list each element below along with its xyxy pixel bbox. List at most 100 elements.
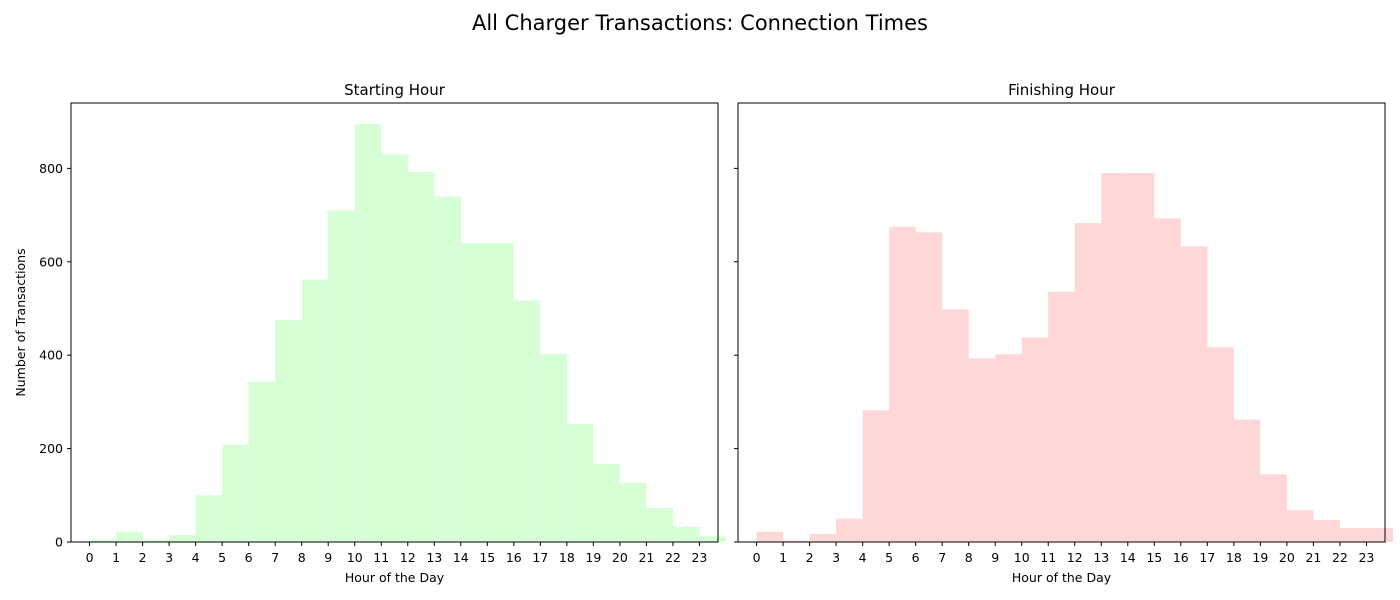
bar-hour-21 — [646, 507, 673, 542]
bar-hour-16 — [513, 300, 541, 542]
bar-hour-0 — [756, 531, 784, 542]
panel-title: Starting Hour — [344, 81, 446, 99]
bar-hour-19 — [593, 464, 620, 542]
x-tick-label: 4 — [859, 550, 867, 565]
axes-frame — [70, 102, 719, 543]
bar-hour-4 — [195, 495, 223, 542]
bar-hour-12 — [1074, 223, 1102, 542]
x-axis-label: Hour of the Day — [1012, 570, 1112, 585]
bar-hour-20 — [619, 482, 647, 542]
bar-hour-21 — [1313, 520, 1340, 542]
x-tick-label: 3 — [832, 550, 840, 565]
bar-hour-7 — [275, 320, 302, 542]
x-tick-label: 21 — [638, 550, 654, 565]
x-tick-label: 11 — [373, 550, 389, 565]
x-tick-label: 6 — [912, 550, 920, 565]
axes-frame — [737, 102, 1386, 543]
bar-hour-9 — [995, 354, 1022, 542]
bar-hour-2 — [809, 534, 837, 542]
y-axis-label: Number of Transactions — [13, 248, 28, 396]
bar-hour-3 — [169, 534, 196, 542]
x-tick-label: 1 — [112, 550, 120, 565]
x-tick-label: 2 — [139, 550, 147, 565]
bar-hour-9 — [328, 210, 355, 542]
bar-hour-18 — [1233, 419, 1261, 542]
x-tick-label: 20 — [1279, 550, 1295, 565]
x-tick-label: 3 — [165, 550, 173, 565]
bar-hour-6 — [248, 381, 276, 542]
x-axis-label: Hour of the Day — [345, 570, 445, 585]
bar-hour-0 — [89, 539, 117, 542]
bar-hour-4 — [862, 410, 890, 542]
bar-hour-16 — [1180, 246, 1208, 542]
y-tick-label: 600 — [39, 254, 63, 269]
x-tick-label: 12 — [1067, 550, 1083, 565]
bar-hour-23 — [699, 536, 726, 542]
bar-hour-5 — [889, 226, 916, 543]
bar-hour-19 — [1260, 474, 1287, 542]
x-tick-label: 10 — [1014, 550, 1030, 565]
x-tick-label: 18 — [1226, 550, 1242, 565]
bar-hour-7 — [942, 309, 969, 542]
bar-hour-13 — [434, 196, 461, 543]
x-tick-label: 9 — [991, 550, 999, 565]
figure-title: All Charger Transactions: Connection Tim… — [472, 11, 928, 35]
x-tick-label: 6 — [245, 550, 253, 565]
bar-hour-14 — [1127, 173, 1155, 542]
x-tick-label: 23 — [691, 550, 707, 565]
x-tick-label: 16 — [1173, 550, 1189, 565]
x-tick-label: 23 — [1358, 550, 1374, 565]
panel-1: 0 1 2 3 4 5 6 7 8 9 10 11 12 13 14 15 16 17 18 19 20 21 22 2302… — [13, 81, 726, 585]
x-tick-label: 0 — [753, 550, 761, 565]
x-tick-label: 10 — [347, 550, 363, 565]
bar-hour-12 — [407, 172, 435, 543]
bar-hour-8 — [301, 279, 329, 542]
x-tick-label: 5 — [885, 550, 893, 565]
bar-hour-15 — [487, 243, 514, 542]
bar-hour-8 — [968, 358, 996, 542]
y-tick-label: 800 — [39, 161, 63, 176]
bar-hour-6 — [915, 232, 943, 542]
x-tick-label: 19 — [1252, 550, 1268, 565]
bar-hour-1 — [783, 540, 810, 542]
x-tick-label: 7 — [938, 550, 946, 565]
x-tick-label: 17 — [532, 550, 548, 565]
bar-hour-11 — [1048, 291, 1075, 542]
bar-hour-17 — [1207, 347, 1234, 542]
x-tick-label: 15 — [479, 550, 495, 565]
x-tick-label: 17 — [1199, 550, 1215, 565]
x-tick-label: 12 — [400, 550, 416, 565]
y-tick-label: 400 — [39, 348, 63, 363]
bar-hour-3 — [836, 518, 863, 542]
x-tick-label: 9 — [324, 550, 332, 565]
x-tick-label: 14 — [1120, 550, 1136, 565]
bar-hour-1 — [116, 531, 143, 542]
x-tick-label: 11 — [1040, 550, 1056, 565]
x-tick-label: 22 — [665, 550, 681, 565]
bar-hour-17 — [540, 354, 567, 542]
x-tick-label: 8 — [298, 550, 306, 565]
x-tick-label: 7 — [271, 550, 279, 565]
bar-hour-10 — [354, 124, 382, 542]
x-tick-label: 14 — [453, 550, 469, 565]
x-tick-label: 5 — [218, 550, 226, 565]
x-tick-label: 19 — [585, 550, 601, 565]
bar-hour-22 — [672, 526, 700, 542]
x-tick-label: 21 — [1305, 550, 1321, 565]
x-tick-label: 13 — [1093, 550, 1109, 565]
panel-title: Finishing Hour — [1008, 81, 1116, 99]
bar-hour-13 — [1101, 173, 1128, 542]
bar-hour-23 — [1366, 527, 1393, 542]
y-tick-label: 0 — [55, 535, 63, 550]
panel-2: 0 1 2 3 4 5 6 7 8 9 10 11 12 13 14 15 16 17 18 19 20 21 22 23Fi… — [734, 81, 1393, 585]
bar-hour-18 — [566, 423, 594, 542]
bar-hour-20 — [1286, 510, 1314, 542]
x-tick-label: 15 — [1146, 550, 1162, 565]
bar-hour-10 — [1021, 337, 1049, 542]
x-tick-label: 20 — [612, 550, 628, 565]
bar-hour-5 — [222, 444, 249, 542]
bar-hour-14 — [460, 243, 488, 542]
x-tick-label: 8 — [965, 550, 973, 565]
